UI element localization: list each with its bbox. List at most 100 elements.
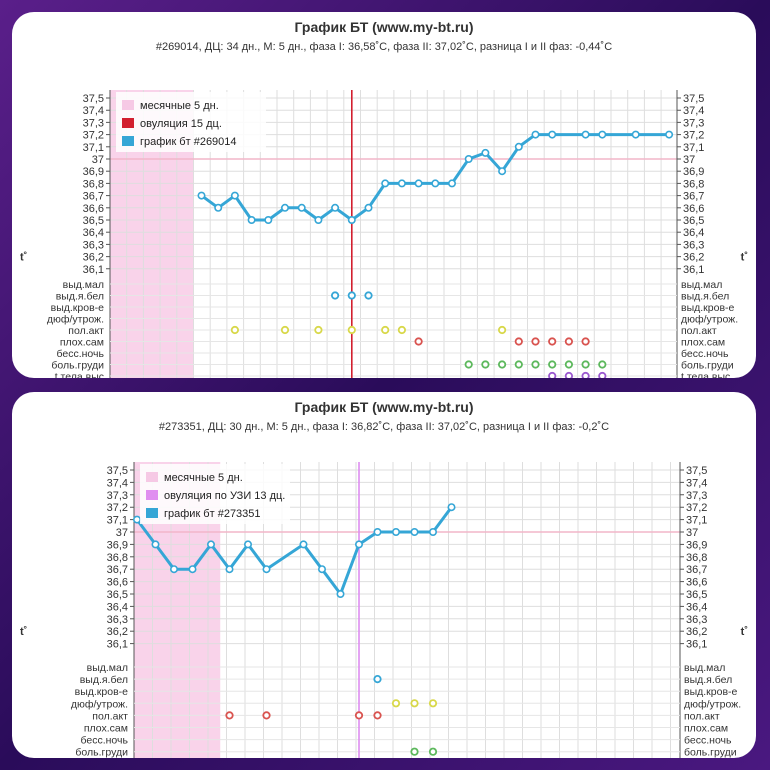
data-point xyxy=(151,540,160,549)
legend-swatch xyxy=(122,118,134,128)
y-tick-right: 36,9 xyxy=(683,166,704,178)
symptom-marker xyxy=(410,747,419,756)
category-label-left: выд.кров-е xyxy=(75,686,129,698)
data-point xyxy=(428,528,437,537)
category-label-left: выд.я.бел xyxy=(56,291,104,303)
symptom-marker xyxy=(330,291,340,300)
data-point xyxy=(397,179,406,188)
category-label-right: боль.груди xyxy=(684,747,737,758)
legend-label: месячные 5 дн. xyxy=(140,100,219,112)
chart-title: График БТ (www.my-bt.ru) xyxy=(294,399,473,415)
category-label-right: бесс.ночь xyxy=(681,348,729,360)
y-tick-right: 36,4 xyxy=(686,601,707,613)
symptom-marker xyxy=(381,325,390,335)
symptom-marker xyxy=(581,360,590,369)
symptom-marker xyxy=(581,371,590,378)
y-tick-left: 37 xyxy=(116,527,128,539)
y-tick-left: 37,1 xyxy=(107,515,128,527)
chart-title: График БТ (www.my-bt.ru) xyxy=(294,19,473,35)
y-tick-left: 36,3 xyxy=(107,614,128,626)
category-label-right: бесс.ночь xyxy=(684,735,732,747)
data-point xyxy=(598,130,607,139)
y-tick-right: 36,6 xyxy=(686,577,707,589)
category-label-right: боль.груди xyxy=(681,360,734,372)
y-tick-right: 37 xyxy=(686,527,698,539)
symptom-marker xyxy=(531,360,540,369)
symptom-marker xyxy=(397,325,406,335)
category-label-left: плох.сам xyxy=(84,723,128,735)
y-tick-left: 36,4 xyxy=(107,601,128,613)
chart-subtitle: #273351, ДЦ: 30 дн., М: 5 дн., фаза I: 3… xyxy=(159,421,609,433)
y-tick-right: 36,5 xyxy=(686,589,707,601)
category-label-right: плох.сам xyxy=(681,337,725,349)
data-point xyxy=(280,203,289,212)
category-label-left: выд.мал xyxy=(87,662,128,674)
symptom-marker xyxy=(280,325,290,335)
chart-panel-1: График БТ (www.my-bt.ru) #269014, ДЦ: 34 … xyxy=(12,12,756,378)
y-tick-left: 36,1 xyxy=(83,264,104,276)
y-tick-left: 37,5 xyxy=(83,93,104,105)
symptom-marker xyxy=(497,325,507,335)
y-tick-right: 36,5 xyxy=(683,215,704,227)
category-label-right: выд.кров-е xyxy=(681,302,735,314)
data-point xyxy=(431,179,440,188)
category-label-right: пол.акт xyxy=(684,710,720,722)
symptom-marker xyxy=(514,360,523,369)
category-label-left: выд.мал xyxy=(63,279,104,291)
y-tick-right: 37,2 xyxy=(686,502,707,514)
data-point xyxy=(498,167,507,176)
data-point xyxy=(364,203,373,212)
y-tick-left: 36,3 xyxy=(83,239,104,251)
legend-label: овуляция по УЗИ 13 дц. xyxy=(164,490,285,502)
category-label-right: дюф/утрож. xyxy=(684,698,741,710)
category-label-left: плох.сам xyxy=(60,337,104,349)
y-tick-right: 36,6 xyxy=(683,203,704,215)
data-point xyxy=(347,216,356,225)
data-point xyxy=(170,565,179,574)
y-tick-left: 36,7 xyxy=(83,191,104,203)
category-label-right: плох.сам xyxy=(684,723,728,735)
y-tick-left: 36,7 xyxy=(107,564,128,576)
y-tick-left: 37,5 xyxy=(107,465,128,477)
y-tick-left: 37,2 xyxy=(107,502,128,514)
y-tick-right: 36,4 xyxy=(683,227,704,239)
legend: месячные 5 дн. овуляция по УЗИ 13 дц. граф… xyxy=(140,464,290,524)
legend-label: овуляция 15 дц. xyxy=(140,118,222,130)
data-point xyxy=(481,148,490,157)
y-tick-left: 37,3 xyxy=(83,117,104,129)
y-tick-left: 36,5 xyxy=(107,589,128,601)
category-label-right: выд.мал xyxy=(681,279,722,291)
y-tick-right: 37,3 xyxy=(686,490,707,502)
y-tick-left: 36,8 xyxy=(107,552,128,564)
y-tick-left: 37,4 xyxy=(107,477,128,489)
data-point xyxy=(230,191,239,200)
data-point xyxy=(336,590,345,599)
y-axis-label-right: t˚ xyxy=(741,626,748,638)
data-point xyxy=(531,130,540,139)
y-tick-right: 37,2 xyxy=(683,130,704,142)
chart-subtitle: #269014, ДЦ: 34 дн., М: 5 дн., фаза I: 3… xyxy=(156,41,612,53)
y-tick-right: 36,3 xyxy=(683,239,704,251)
category-label-left: боль.груди xyxy=(51,360,104,372)
data-point xyxy=(447,503,456,512)
data-point xyxy=(188,565,197,574)
data-point xyxy=(297,203,306,212)
data-point xyxy=(244,540,253,549)
y-tick-right: 37,4 xyxy=(686,477,707,489)
data-point xyxy=(447,179,456,188)
symptom-marker xyxy=(373,674,382,684)
data-point xyxy=(331,203,340,212)
y-tick-left: 37,4 xyxy=(83,105,104,117)
data-point xyxy=(197,191,206,200)
symptom-marker xyxy=(364,291,373,300)
data-point xyxy=(548,130,557,139)
symptom-marker xyxy=(354,711,364,720)
symptom-marker xyxy=(347,291,356,300)
data-point xyxy=(414,179,423,188)
symptom-marker xyxy=(464,360,473,369)
legend-swatch xyxy=(146,490,158,500)
category-label-left: пол.акт xyxy=(68,325,104,337)
data-point xyxy=(207,540,216,549)
data-point xyxy=(665,130,674,139)
y-tick-right: 37,1 xyxy=(683,142,704,154)
